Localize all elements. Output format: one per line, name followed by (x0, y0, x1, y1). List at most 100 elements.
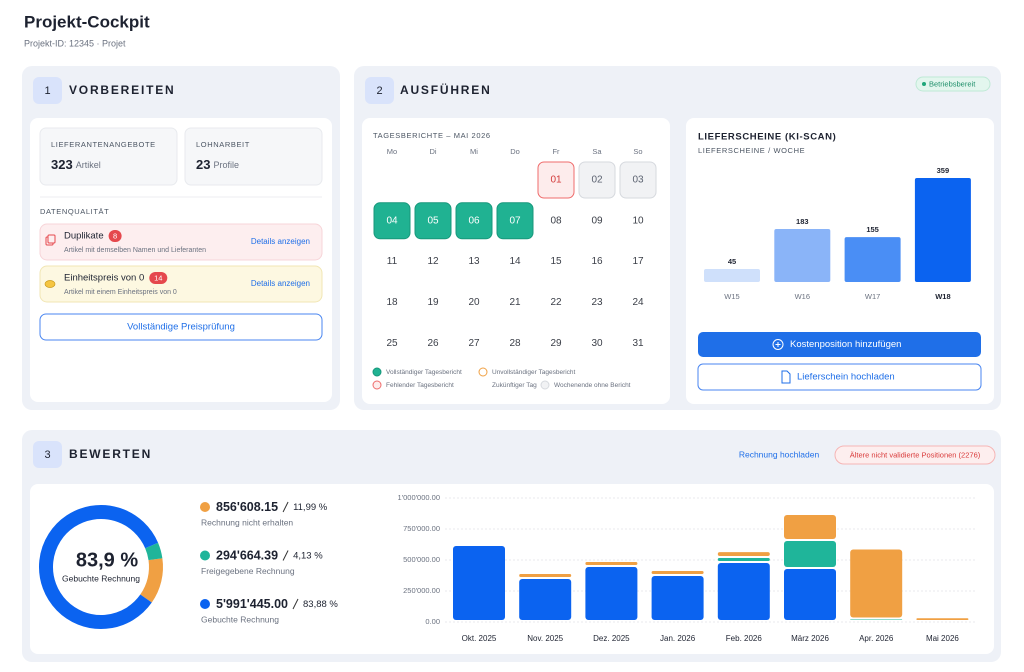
day-label[interactable]: 31 (632, 338, 644, 349)
day-cell[interactable] (578, 161, 616, 199)
day-label[interactable]: 13 (468, 256, 480, 267)
warning-text[interactable]: Ältere nicht validierte Positionen (2276… (850, 450, 981, 459)
day-label[interactable]: 14 (509, 256, 521, 267)
button[interactable] (39, 313, 323, 341)
day-label[interactable]: 03 (632, 175, 644, 186)
button-label[interactable]: Lieferschein hochladen (797, 372, 895, 383)
day-cell[interactable] (496, 202, 534, 240)
day-label[interactable]: 24 (632, 297, 644, 308)
legend-dot (200, 599, 210, 609)
percentage: 11,99 % (293, 502, 328, 513)
legend-dot (200, 502, 210, 512)
y-tick-label: 750'000.00 (403, 524, 440, 533)
day-cell[interactable] (537, 161, 575, 199)
day-label[interactable]: 15 (550, 256, 562, 267)
warning-badge[interactable] (834, 445, 996, 465)
stat-box (184, 127, 323, 186)
legend-dot (372, 380, 382, 390)
day-label[interactable]: 05 (427, 215, 439, 226)
link[interactable]: Details anzeigen (251, 279, 310, 288)
day-cell[interactable] (619, 161, 657, 199)
bar-segment (784, 541, 836, 568)
day-label[interactable]: 16 (591, 256, 603, 267)
day-label[interactable]: 21 (509, 297, 521, 308)
day-label[interactable]: 18 (386, 297, 398, 308)
issue-box (39, 265, 323, 303)
day-label[interactable]: 08 (550, 215, 562, 226)
day-label[interactable]: 25 (386, 338, 398, 349)
x-tick-label: W17 (865, 292, 880, 301)
button-icon (775, 342, 781, 347)
value-label: 155 (866, 225, 879, 234)
stat-label: LOHNARBEIT (196, 140, 250, 149)
weekday-label: So (633, 147, 642, 156)
day-label[interactable]: 29 (550, 338, 562, 349)
day-label[interactable]: 07 (509, 215, 521, 226)
day-label[interactable]: 19 (427, 297, 439, 308)
y-tick-label: 500'000.00 (403, 555, 440, 564)
weekday-label: Mi (470, 147, 478, 156)
section-title: VORBEREITEN (69, 83, 175, 97)
issue-title: Einheitspreis von 0 (64, 273, 144, 284)
bar-segment (519, 578, 572, 620)
day-cell[interactable] (414, 202, 452, 240)
separator (282, 501, 289, 513)
stat-value: 323 Artikel (51, 157, 101, 172)
day-label[interactable]: 12 (427, 256, 439, 267)
legend-dot (478, 367, 488, 377)
button[interactable] (697, 363, 982, 391)
percentage: 83,88 % (303, 599, 338, 610)
count-number: 14 (154, 273, 162, 282)
weekday-label: Sa (592, 147, 602, 156)
link[interactable]: Rechnung hochladen (739, 449, 820, 459)
day-label[interactable]: 02 (591, 175, 603, 186)
day-label[interactable]: 11 (387, 256, 398, 267)
legend-label: Fehlender Tagesbericht (386, 382, 454, 389)
day-label[interactable]: 01 (550, 175, 562, 186)
bar (704, 268, 760, 282)
issue-description: Artikel mit demselben Namen und Lieferan… (64, 247, 206, 254)
x-tick-label: März 2026 (791, 634, 829, 643)
day-cell[interactable] (455, 202, 493, 240)
chart-title: LIEFERSCHEINE (KI-SCAN) (698, 132, 836, 143)
amount: 5'991'445.00 (216, 597, 288, 611)
day-cell[interactable] (373, 202, 411, 240)
donut-segment (140, 558, 163, 603)
issue-title: Duplikate (64, 231, 104, 242)
day-label[interactable]: 26 (427, 338, 439, 349)
day-label[interactable]: 17 (632, 256, 644, 267)
weekday-label: Di (429, 147, 436, 156)
day-label[interactable]: 06 (468, 215, 480, 226)
donut-center-label: Gebuchte Rechnung (62, 573, 140, 583)
day-label[interactable]: 30 (591, 338, 603, 349)
x-tick-label: Okt. 2025 (462, 634, 497, 643)
step-badge (33, 441, 62, 468)
day-label[interactable]: 22 (550, 297, 562, 308)
value-label: 359 (937, 166, 950, 175)
day-label[interactable]: 23 (591, 297, 603, 308)
bar-segment (850, 549, 903, 618)
button-label[interactable]: Vollständige Preisprüfung (127, 322, 235, 333)
stat-unit: Profile (213, 160, 239, 170)
button-label[interactable]: Kostenposition hinzufügen (790, 339, 901, 350)
card (30, 484, 994, 654)
day-label[interactable]: 27 (468, 338, 480, 349)
day-label[interactable]: 04 (386, 215, 398, 226)
issue-description: Artikel mit einem Einheitspreis von 0 (64, 289, 177, 296)
day-label[interactable]: 10 (632, 215, 644, 226)
bar-segment (585, 561, 638, 565)
x-tick-label: Apr. 2026 (859, 634, 894, 643)
day-label[interactable]: 09 (591, 215, 603, 226)
legend-label: Rechnung nicht erhalten (201, 517, 293, 527)
bar-segment (585, 566, 638, 620)
day-label[interactable]: 28 (509, 338, 521, 349)
link[interactable]: Details anzeigen (251, 237, 310, 246)
button[interactable] (698, 332, 981, 357)
separator (282, 550, 289, 561)
weekday-label: Mo (387, 147, 397, 156)
step-number: 2 (376, 85, 382, 97)
x-tick-label: Mai 2026 (926, 634, 959, 643)
count-badge (108, 230, 122, 242)
day-label[interactable]: 20 (468, 297, 480, 308)
y-tick-label: 250'000.00 (403, 586, 440, 595)
